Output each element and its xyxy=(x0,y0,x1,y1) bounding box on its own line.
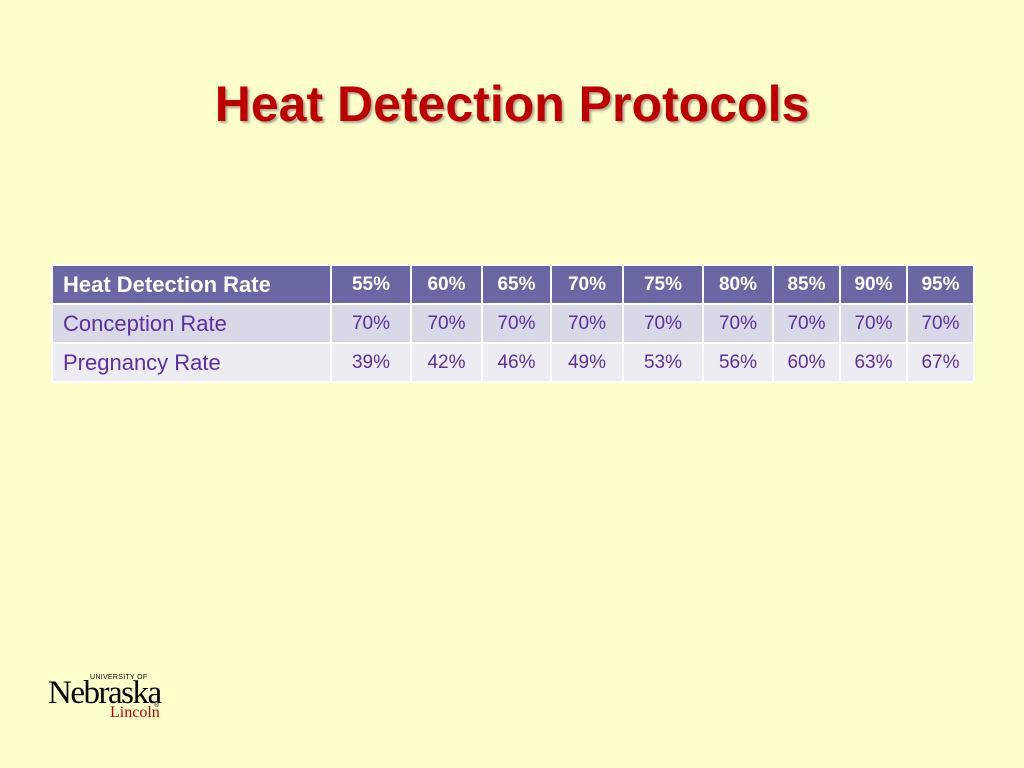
table-cell: 70% xyxy=(330,303,412,344)
table-cell: 70% xyxy=(622,303,704,344)
logo-lincoln: Lincoln xyxy=(110,704,160,721)
table-header-row: Heat Detection Rate 55% 60% 65% 70% 75% … xyxy=(51,264,975,305)
header-cell: 80% xyxy=(702,264,774,305)
header-cell: 95% xyxy=(906,264,975,305)
row-label: Conception Rate xyxy=(51,303,332,344)
header-cell: 75% xyxy=(622,264,704,305)
header-label: Heat Detection Rate xyxy=(51,264,332,305)
table-cell: 70% xyxy=(772,303,841,344)
table-cell: 53% xyxy=(622,342,704,383)
table-row: Pregnancy Rate 39% 42% 46% 49% 53% 56% 6… xyxy=(51,342,975,383)
header-cell: 65% xyxy=(481,264,552,305)
table-cell: 56% xyxy=(702,342,774,383)
header-cell: 90% xyxy=(839,264,908,305)
table-cell: 70% xyxy=(410,303,483,344)
table-cell: 70% xyxy=(550,303,624,344)
slide-title: Heat Detection Protocols xyxy=(214,76,810,132)
header-cell: 70% xyxy=(550,264,624,305)
university-logo: UNIVERSITY OF Nebraska Lincoln ® xyxy=(48,672,168,724)
table-cell: 63% xyxy=(839,342,908,383)
logo-nebraska: Nebraska xyxy=(48,675,162,711)
table-cell: 70% xyxy=(839,303,908,344)
registered-mark-icon: ® xyxy=(154,702,160,709)
table-cell: 49% xyxy=(550,342,624,383)
table-cell: 67% xyxy=(906,342,975,383)
table-cell: 46% xyxy=(481,342,552,383)
header-cell: 85% xyxy=(772,264,841,305)
table-cell: 70% xyxy=(702,303,774,344)
logo-university-of: UNIVERSITY OF xyxy=(90,674,148,681)
table-row: Conception Rate 70% 70% 70% 70% 70% 70% … xyxy=(51,303,975,344)
header-cell: 60% xyxy=(410,264,483,305)
table-cell: 70% xyxy=(906,303,975,344)
header-cell: 55% xyxy=(330,264,412,305)
row-label: Pregnancy Rate xyxy=(51,342,332,383)
table-cell: 39% xyxy=(330,342,412,383)
heat-detection-table: Heat Detection Rate 55% 60% 65% 70% 75% … xyxy=(51,264,975,383)
table-cell: 42% xyxy=(410,342,483,383)
table-cell: 60% xyxy=(772,342,841,383)
table-cell: 70% xyxy=(481,303,552,344)
